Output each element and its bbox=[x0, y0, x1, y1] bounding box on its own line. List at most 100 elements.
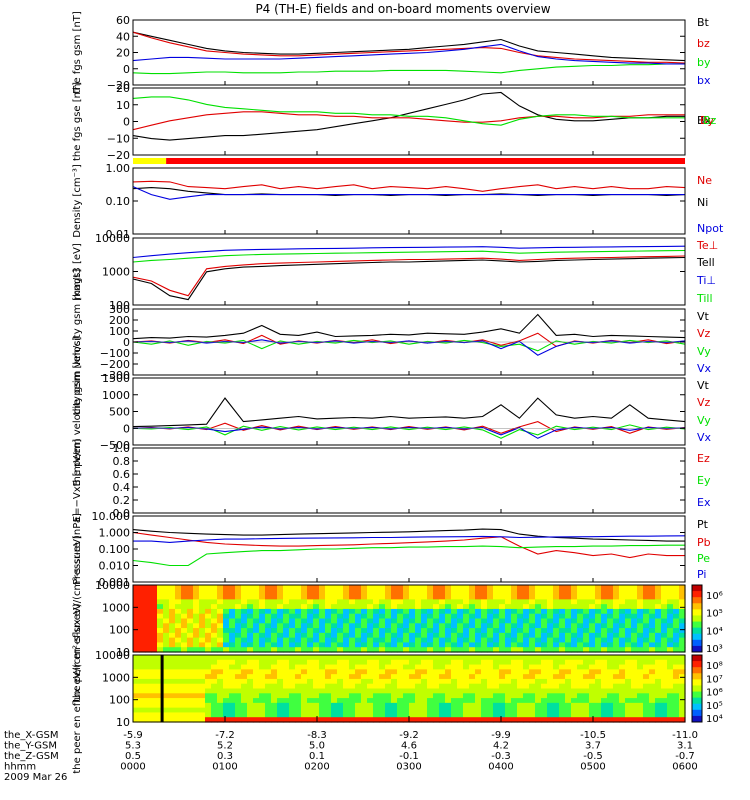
colorbar-frame bbox=[691, 584, 703, 653]
heatmap-cell bbox=[409, 717, 416, 723]
heatmap-cell bbox=[673, 642, 680, 648]
heatmap-cell bbox=[433, 637, 440, 644]
heatmap-cell bbox=[631, 585, 638, 591]
heatmap-cell bbox=[583, 628, 590, 634]
heatmap-cell bbox=[403, 702, 410, 709]
heatmap-cell bbox=[547, 589, 554, 596]
heatmap-cell bbox=[259, 688, 266, 694]
heatmap-cell bbox=[643, 717, 650, 723]
y-axis-label: Pressure [nPa] bbox=[72, 513, 83, 585]
heatmap-cell bbox=[457, 642, 464, 648]
heatmap-cell bbox=[187, 707, 194, 714]
heatmap-cell bbox=[487, 599, 494, 605]
heatmap-cell bbox=[571, 647, 578, 653]
heatmap-cell bbox=[139, 642, 146, 648]
heatmap-cell bbox=[145, 637, 152, 644]
heatmap-cell bbox=[169, 693, 176, 699]
heatmap-cell bbox=[367, 678, 374, 685]
heatmap-cell bbox=[667, 585, 674, 591]
heatmap-cell bbox=[481, 589, 488, 596]
heatmap-cell bbox=[331, 683, 338, 690]
heatmap-cell bbox=[229, 674, 236, 680]
heatmap-cell bbox=[529, 642, 536, 648]
heatmap-cell bbox=[427, 683, 434, 690]
heatmap-cell bbox=[319, 655, 326, 661]
heatmap-cell bbox=[655, 594, 662, 600]
heatmap-cell bbox=[337, 698, 344, 704]
heatmap-cell bbox=[289, 608, 296, 615]
heatmap-cell bbox=[403, 618, 410, 624]
heatmap-cell bbox=[601, 712, 608, 718]
heatmap-cell bbox=[265, 632, 272, 639]
heatmap-cell bbox=[223, 642, 230, 648]
heatmap-cell bbox=[367, 712, 374, 718]
heatmap-cell bbox=[193, 628, 200, 634]
heatmap-cell bbox=[205, 594, 212, 600]
heatmap-cell bbox=[439, 678, 446, 685]
heatmap-cell bbox=[637, 637, 644, 644]
heatmap-cell bbox=[595, 683, 602, 690]
heatmap-cell bbox=[169, 712, 176, 718]
heatmap-cell bbox=[601, 688, 608, 694]
heatmap-cell bbox=[313, 647, 320, 653]
heatmap-cell bbox=[601, 589, 608, 596]
heatmap-cell bbox=[469, 688, 476, 694]
heatmap-cell bbox=[631, 693, 638, 699]
heatmap-cell bbox=[565, 707, 572, 714]
heatmap-cell bbox=[139, 632, 146, 639]
heatmap-cell bbox=[331, 623, 338, 629]
heatmap-cell bbox=[157, 698, 164, 704]
heatmap-cell bbox=[337, 628, 344, 634]
heatmap-cell bbox=[277, 608, 284, 615]
heatmap-cell bbox=[385, 594, 392, 600]
heatmap-cell bbox=[595, 618, 602, 624]
heatmap-cell bbox=[637, 707, 644, 714]
heatmap-cell bbox=[673, 659, 680, 666]
heatmap-cell bbox=[271, 702, 278, 709]
heatmap-cell bbox=[619, 613, 626, 620]
heatmap-cell bbox=[523, 594, 530, 600]
heatmap-cell bbox=[619, 637, 626, 644]
heatmap-cell bbox=[289, 659, 296, 666]
heatmap-cell bbox=[271, 613, 278, 620]
heatmap-cell bbox=[607, 647, 614, 653]
heatmap-cell bbox=[481, 698, 488, 704]
heatmap-cell bbox=[193, 669, 200, 675]
heatmap-cell bbox=[145, 589, 152, 596]
heatmap-cell bbox=[589, 628, 596, 634]
heatmap-cell bbox=[133, 698, 140, 704]
heatmap-cell bbox=[559, 678, 566, 685]
heatmap-cell bbox=[373, 585, 380, 591]
heatmap-cell bbox=[619, 664, 626, 670]
heatmap-cell bbox=[655, 647, 662, 653]
heatmap-cell bbox=[595, 698, 602, 704]
heatmap-cell bbox=[679, 632, 686, 639]
heatmap-cell bbox=[409, 683, 416, 690]
heatmap-cell bbox=[169, 599, 176, 605]
heatmap-cell bbox=[433, 608, 440, 615]
heatmap-cell bbox=[499, 604, 506, 610]
heatmap-cell bbox=[505, 669, 512, 675]
heatmap-cell bbox=[181, 702, 188, 709]
heatmap-cell bbox=[181, 688, 188, 694]
heatmap-cell bbox=[529, 604, 536, 610]
heatmap-cell bbox=[595, 712, 602, 718]
heatmap-cell bbox=[643, 688, 650, 694]
heatmap-cell bbox=[163, 707, 170, 714]
colorbar-label: 10⁴ bbox=[706, 626, 723, 637]
heatmap-cell bbox=[655, 585, 662, 591]
heatmap-cell bbox=[499, 702, 506, 709]
heatmap-cell bbox=[343, 628, 350, 634]
heatmap-cell bbox=[595, 623, 602, 629]
heatmap-cell bbox=[535, 618, 542, 624]
heatmap-cell bbox=[175, 628, 182, 634]
heatmap-cell bbox=[415, 659, 422, 666]
heatmap-cell bbox=[679, 669, 686, 675]
heatmap-cell bbox=[427, 585, 434, 591]
heatmap-cell bbox=[649, 664, 656, 670]
heatmap-cell bbox=[493, 608, 500, 615]
heatmap-cell bbox=[403, 707, 410, 714]
heatmap-cell bbox=[283, 669, 290, 675]
heatmap-cell bbox=[403, 664, 410, 670]
heatmap-cell bbox=[613, 683, 620, 690]
